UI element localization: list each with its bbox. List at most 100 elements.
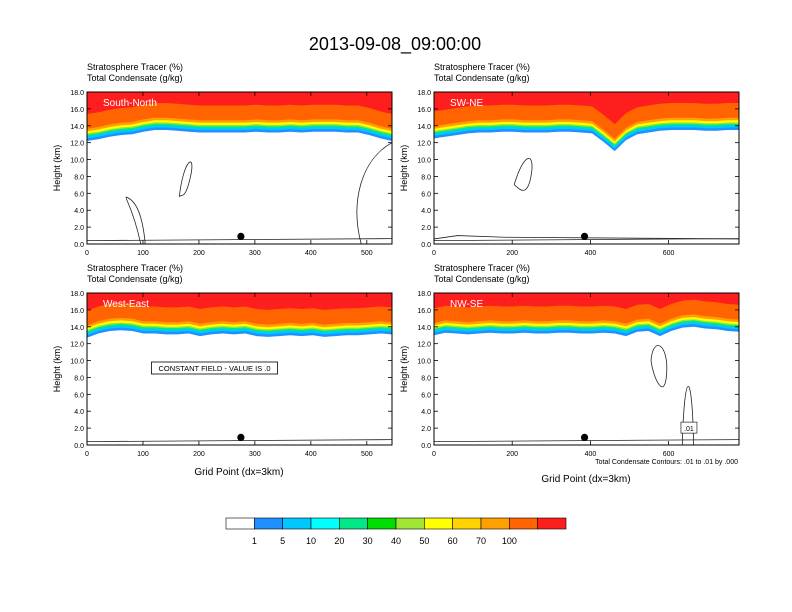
panel-frame — [86, 91, 393, 245]
x-tick-label: 200 — [193, 250, 205, 257]
y-tick-label: 16.0 — [70, 107, 84, 114]
x-tick-label: 200 — [506, 451, 518, 458]
y-tick-label: 16.0 — [417, 107, 431, 114]
x-tick-label: 500 — [361, 451, 373, 458]
panel-label: West-East — [103, 299, 149, 310]
panels: Stratosphere Tracer (%)Total Condensate … — [52, 62, 740, 458]
y-tick-label: 12.0 — [70, 342, 84, 349]
x-tick-label: 100 — [137, 451, 149, 458]
condensate-contour — [178, 161, 193, 197]
colorbar-swatch — [452, 517, 482, 530]
y-tick-label: 0.0 — [421, 443, 431, 450]
y-tick-label: 14.0 — [417, 325, 431, 332]
x-tick-label: 400 — [585, 451, 597, 458]
location-marker — [580, 232, 589, 240]
tracer-band-max — [87, 293, 392, 311]
x-tick-label: 400 — [585, 250, 597, 257]
panel-frame — [86, 292, 393, 446]
location-marker — [237, 232, 245, 240]
panel-nw-se: Stratosphere Tracer (%)Total Condensate … — [399, 263, 740, 458]
colorbar-swatch — [282, 517, 312, 530]
colorbar-swatch — [537, 517, 567, 530]
y-axis-label: Height (km) — [52, 346, 62, 393]
condensate-contour — [125, 196, 146, 244]
contour-label: .01 — [684, 426, 694, 433]
colorbar-swatch — [509, 517, 538, 530]
panel-title-tracer: Stratosphere Tracer (%) — [87, 263, 183, 273]
colorbar-swatch — [367, 517, 397, 530]
condensate-contours — [434, 158, 739, 241]
location-marker — [580, 433, 589, 441]
panel-frame — [433, 292, 740, 446]
y-tick-label: 12.0 — [70, 141, 84, 148]
colorbar-swatch — [225, 517, 255, 530]
panel-title-tracer: Stratosphere Tracer (%) — [87, 62, 183, 72]
colorbar-label: 40 — [391, 536, 401, 546]
condensate-contour — [681, 386, 695, 445]
panel-title-tracer: Stratosphere Tracer (%) — [434, 62, 530, 72]
x-tick-label: 0 — [432, 250, 436, 257]
y-tick-label: 4.0 — [74, 409, 84, 416]
y-tick-label: 10.0 — [70, 158, 84, 165]
y-tick-label: 2.0 — [421, 225, 431, 232]
y-tick-label: 8.0 — [421, 375, 431, 382]
condensate-contours — [87, 142, 392, 244]
tracer-field — [87, 293, 392, 442]
colorbar-label: 100 — [502, 536, 517, 546]
y-tick-label: 4.0 — [74, 208, 84, 215]
y-tick-label: 14.0 — [417, 124, 431, 131]
x-axis-label-right: Grid Point (dx=3km) — [541, 474, 630, 485]
colorbar-swatch — [339, 517, 368, 530]
panel-frame — [433, 91, 740, 245]
x-tick-label: 300 — [249, 451, 261, 458]
colorbar-label: 30 — [363, 536, 373, 546]
panel-title-condensate: Total Condensate (g/kg) — [434, 274, 530, 284]
tracer-field — [434, 293, 739, 445]
colorbar-swatch — [254, 517, 283, 530]
panel-label: NW-SE — [450, 299, 483, 310]
tracer-band-max — [87, 92, 392, 114]
condensate-contour — [434, 439, 739, 442]
x-axis-label-left: Grid Point (dx=3km) — [194, 467, 283, 478]
y-tick-label: 2.0 — [421, 426, 431, 433]
colorbar-swatch — [395, 517, 425, 530]
condensate-contour — [434, 235, 739, 240]
colorbar-label: 70 — [476, 536, 486, 546]
y-tick-label: 10.0 — [417, 359, 431, 366]
colorbar-swatch — [310, 517, 340, 530]
colorbar: 1 5 10 20 30 40 50 60 70 100 — [225, 517, 567, 546]
colorbar-label: 1 — [252, 536, 257, 546]
y-tick-label: 2.0 — [74, 225, 84, 232]
colorbar-label: 50 — [419, 536, 429, 546]
tracer-field — [434, 92, 739, 241]
y-tick-label: 12.0 — [417, 141, 431, 148]
tracer-field — [87, 92, 392, 244]
y-axis-label: Height (km) — [52, 145, 62, 192]
panel-title-condensate: Total Condensate (g/kg) — [87, 73, 183, 83]
y-tick-label: 4.0 — [421, 208, 431, 215]
colorbar-label: 60 — [448, 536, 458, 546]
x-tick-label: 400 — [305, 250, 317, 257]
colorbar-label: 10 — [306, 536, 316, 546]
x-tick-label: 0 — [85, 451, 89, 458]
y-tick-label: 14.0 — [70, 325, 84, 332]
y-tick-label: 12.0 — [417, 342, 431, 349]
colorbar-swatch — [480, 517, 510, 530]
tracer-band-max — [434, 293, 739, 309]
y-tick-label: 0.0 — [74, 242, 84, 249]
y-tick-label: 8.0 — [74, 375, 84, 382]
x-tick-label: 600 — [663, 451, 675, 458]
panel-title-tracer: Stratosphere Tracer (%) — [434, 263, 530, 273]
x-tick-label: 200 — [193, 451, 205, 458]
y-tick-label: 18.0 — [417, 291, 431, 298]
condensate-contour — [650, 345, 668, 388]
y-tick-label: 16.0 — [70, 308, 84, 315]
y-tick-label: 0.0 — [74, 443, 84, 450]
y-tick-label: 6.0 — [421, 191, 431, 198]
y-tick-label: 6.0 — [421, 392, 431, 399]
y-axis-label: Height (km) — [399, 346, 409, 393]
condensate-contour — [356, 142, 392, 244]
figure-title: 2013-09-08_09:00:00 — [309, 34, 481, 55]
y-tick-label: 10.0 — [70, 359, 84, 366]
y-tick-label: 4.0 — [421, 409, 431, 416]
